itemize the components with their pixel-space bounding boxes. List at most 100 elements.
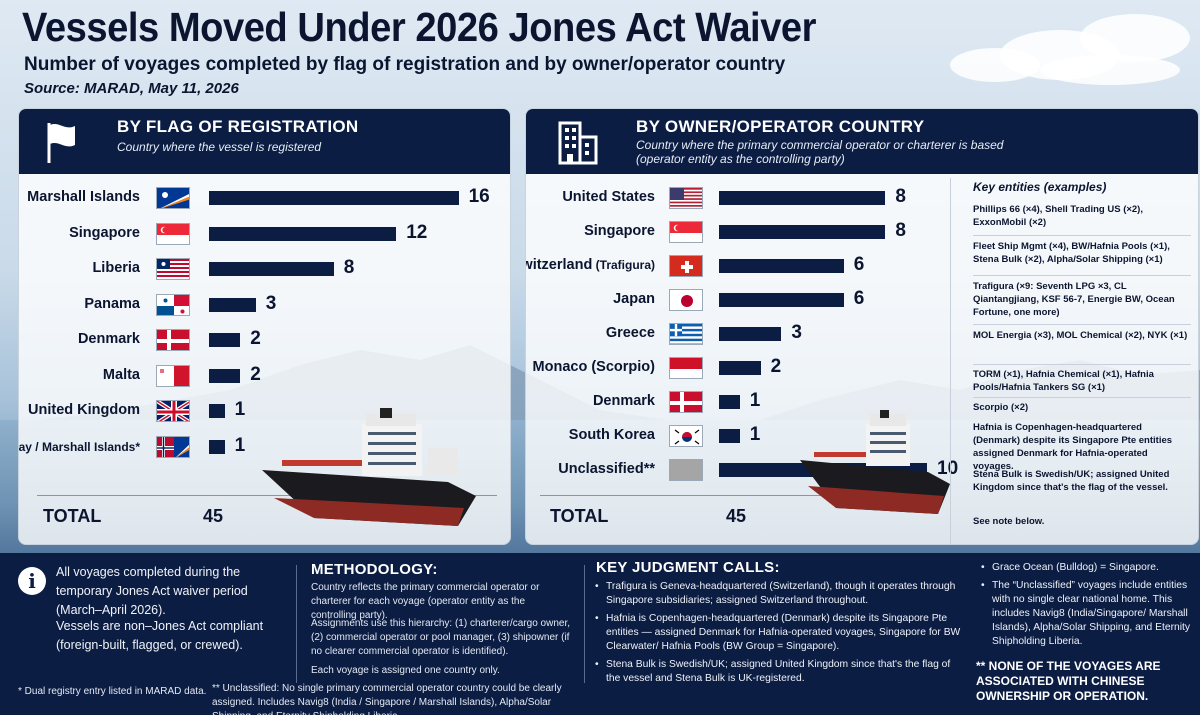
flag-total-label: TOTAL <box>43 506 102 526</box>
total-divider <box>540 495 940 496</box>
bar <box>719 395 740 409</box>
bar <box>209 191 459 205</box>
info-icon: i <box>18 567 46 595</box>
category-label: Malta <box>102 366 140 383</box>
key-entities-title: Key entities (examples) <box>973 180 1107 194</box>
bar-value-label: 3 <box>265 292 277 314</box>
judgment-bullet-unclassified: The “Unclassified” voyages include entit… <box>981 579 1192 649</box>
bar-value-label: 2 <box>250 328 261 349</box>
flag-panel-subtitle: Country where the vessel is registered <box>117 140 322 154</box>
flag-liberia-icon <box>156 258 190 280</box>
source-note: Source: MARAD, May 11, 2026 <box>24 80 239 97</box>
chart-row: Marshall Islands 16 <box>19 185 510 211</box>
bar-value-label: 6 <box>853 288 865 309</box>
flag-marshall-islands-icon <box>156 187 190 209</box>
key-entities-box: Key entities (examples) Phillips 66 (×4)… <box>950 178 1198 544</box>
footnote-unclassified: ** Unclassified: No single primary comme… <box>212 683 562 715</box>
chart-row: United States 8 <box>526 185 946 211</box>
bar-value-label: 3 <box>791 322 802 343</box>
bar <box>209 368 241 383</box>
category-label: Singapore <box>584 223 655 239</box>
bar-value-label: 1 <box>234 399 246 420</box>
methodology-text-3: Each voyage is assigned one country only… <box>311 665 500 676</box>
bar-value-label: 10 <box>937 458 959 479</box>
chart-row: United Kingdom 1 <box>19 398 510 424</box>
key-entity-item: Fleet Ship Mgmt (×4), BW/Hafnia Pools (×… <box>973 241 1170 265</box>
info-waiver-text: All voyages completed during the tempora… <box>56 565 248 617</box>
bar-value-label: 16 <box>468 186 490 207</box>
flag-denmark-icon <box>669 391 703 413</box>
owner-panel-subtitle-line2: (operator entity as the controlling part… <box>636 152 845 166</box>
judgment-bullet-hafnia: Hafnia is Copenhagen-headquartered (Denm… <box>595 612 961 654</box>
category-label: Japan <box>613 291 655 307</box>
owner-panel-subtitle: Country where the primary commercial ope… <box>636 138 1003 166</box>
chart-row: South Korea 1 <box>526 423 946 449</box>
flag-denmark-icon <box>156 329 190 351</box>
bar <box>209 404 225 418</box>
owner-total-label: TOTAL <box>550 506 609 526</box>
bar <box>719 259 844 273</box>
flag-switzerland-icon <box>669 255 703 277</box>
footnote-dual-registry: * Dual registry entry listed in MARAD da… <box>18 686 207 697</box>
bar <box>719 225 886 239</box>
key-entity-divider <box>973 364 1191 365</box>
flag-unclassified-icon <box>669 459 703 481</box>
divider <box>584 565 585 683</box>
flag-south-korea-icon <box>669 425 703 447</box>
chart-row: Liberia 8 <box>19 256 510 282</box>
key-entity-divider <box>973 397 1191 398</box>
category-label: Monaco (Scorpio) <box>532 359 655 375</box>
bar <box>209 333 241 347</box>
chart-row: Monaco (Scorpio) 2 <box>526 355 946 381</box>
category-label: Denmark <box>592 393 655 409</box>
bar <box>209 297 256 312</box>
flag-singapore-icon <box>156 222 190 245</box>
flag-monaco-icon <box>669 357 703 379</box>
methodology-text-2: Assignments use this hierarchy: (1) char… <box>311 618 570 657</box>
bar <box>719 293 844 307</box>
flag-panel-title: BY FLAG OF REGISTRATION <box>117 117 359 136</box>
bar-value-label: 8 <box>895 220 906 241</box>
bar-value-label: 1 <box>749 390 761 411</box>
key-entity-item: See note below. <box>973 516 1045 527</box>
owner-panel-header: BY OWNER/OPERATOR COUNTRY Country where … <box>526 109 1198 174</box>
page-subtitle: Number of voyages completed by flag of r… <box>24 54 786 75</box>
bar-value-label: 2 <box>250 363 261 385</box>
flag-icon <box>47 123 75 163</box>
key-entity-divider <box>973 275 1191 276</box>
bar <box>209 226 397 241</box>
bar <box>719 429 740 443</box>
methodology-text-1: Country reflects the primary commercial … <box>311 582 540 621</box>
category-label-suffix: (Trafigura) <box>592 258 655 272</box>
bar-value-label: 1 <box>234 434 246 456</box>
key-entity-item: Stena Bulk is Swedish/UK; assigned Unite… <box>973 469 1170 493</box>
key-entity-item: Phillips 66 (×4), Shell Trading US (×2),… <box>973 204 1143 228</box>
category-label: Liberia <box>92 260 140 276</box>
bar <box>719 191 886 205</box>
owner-panel-subtitle-line1: Country where the primary commercial ope… <box>636 138 1004 152</box>
flag-norway-marshall-islands-icon <box>156 435 190 458</box>
owner-total-value: 45 <box>726 506 747 526</box>
judgment-bullet-stena: Stena Bulk is Swedish/UK; assigned Unite… <box>595 658 961 686</box>
flag-total-value: 45 <box>203 506 224 526</box>
page-title: Vessels Moved Under 2026 Jones Act Waive… <box>22 4 817 50</box>
bar <box>719 361 761 375</box>
chart-row: Switzerland (Trafigura) 6 <box>526 253 946 279</box>
judgment-heading: KEY JUDGMENT CALLS: <box>596 559 780 576</box>
flag-greece-icon <box>669 323 703 345</box>
category-label: United States <box>562 189 655 205</box>
flag-united-states-icon <box>669 187 703 209</box>
bar <box>209 439 225 454</box>
bar <box>719 327 782 341</box>
flag-panel-header: BY FLAG OF REGISTRATION Country where th… <box>19 109 510 174</box>
flag-united-kingdom-icon <box>156 400 190 422</box>
chart-row: Singapore 8 <box>526 219 946 245</box>
key-entity-item: Hafnia is Copenhagen-headquartered (Denm… <box>973 422 1173 472</box>
judgment-bullet-trafigura: Trafigura is Geneva-headquartered (Switz… <box>595 580 961 608</box>
key-entity-item: TORM (×1), Hafnia Chemical (×1), Hafnia … <box>973 369 1154 393</box>
notes-footer: i All voyages completed during the tempo… <box>0 553 1200 715</box>
chart-row: Panama 3 <box>19 292 510 318</box>
category-label: Unclassified** <box>558 461 655 477</box>
category-label: United Kingdom <box>28 402 140 418</box>
chart-row: Norway / Marshall Islands* 1 <box>19 434 510 460</box>
